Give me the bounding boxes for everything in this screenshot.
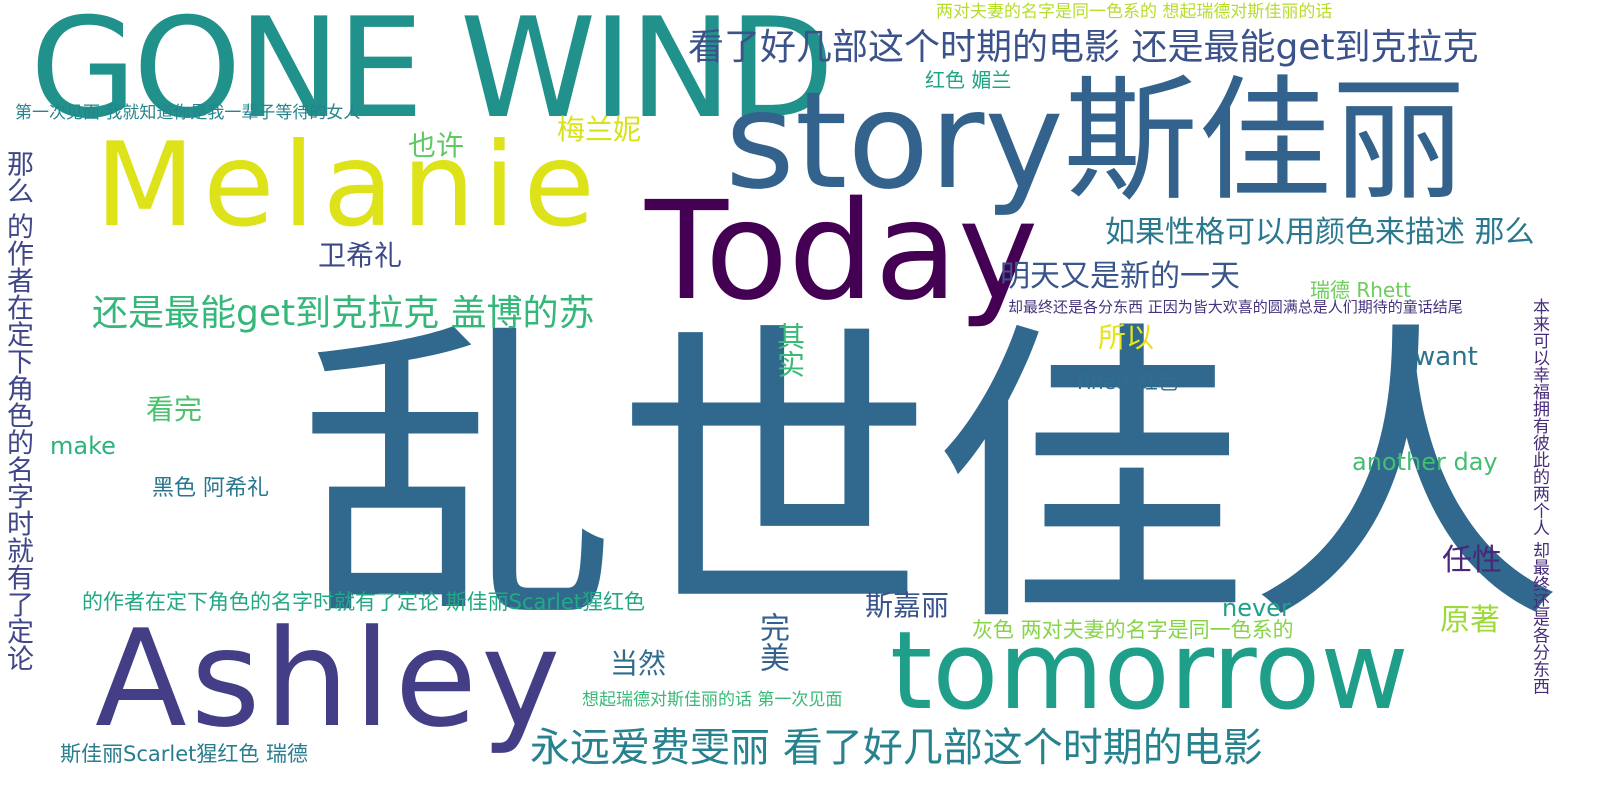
word-phrase-huise: 灰色 两对夫妻的名字是同一色系的 [972, 618, 1294, 642]
word-suoyi: 所以 [1098, 321, 1155, 354]
word-yexu: 也许 [408, 129, 465, 162]
word-qishi: 其实 [773, 322, 806, 378]
word-ashley: Ashley [95, 601, 565, 757]
word-mingtian: 明天又是新的一天 [1000, 259, 1240, 294]
word-never: never [1222, 594, 1291, 622]
word-weixili: 卫希礼 [318, 239, 403, 272]
word-sijiali-2: 斯嘉丽 [865, 589, 950, 622]
word-gone-wind: GONE WIND [30, 0, 834, 149]
word-tomorrow: tomorrow [890, 609, 1409, 734]
word-story-sijiali: story斯佳丽 [725, 63, 1466, 219]
word-dangran: 当然 [610, 647, 667, 680]
word-phrase-diyici: 第一次见面 我就知道你是我一辈子等待的女人 [15, 103, 361, 123]
word-phrase-xiangqi: 想起瑞德对斯佳丽的话 第一次见面 [582, 690, 843, 710]
word-meilanni: 梅兰妮 [557, 113, 642, 146]
word-phrase-ruguo: 如果性格可以用颜色来描述 那么 [1105, 215, 1535, 250]
word-phrase-name-vertical: 那么 的作者在定下角色的名字时就有了定论 [2, 150, 33, 672]
word-phrase-haishi: 还是最能get到克拉克 盖博的苏 [92, 293, 595, 334]
word-renxing: 任性 [1442, 543, 1502, 578]
word-today: Today [645, 173, 1039, 331]
word-melanie: Melanie [95, 118, 603, 253]
word-heise-axili: 黑色 阿希礼 [152, 476, 269, 501]
word-wanmei: 完美 [754, 612, 789, 672]
word-another-day: another day [1352, 448, 1498, 476]
word-hongse-meilan: 红色 媚兰 [925, 68, 1012, 92]
word-want: want [1414, 342, 1478, 372]
word-phrase-kanle-top: 看了好几部这个时期的电影 还是最能get到克拉克 [688, 27, 1479, 68]
word-phrase-quezuizhong: 却最终还是各分东西 正因为皆大欢喜的圆满总是人们期待的童话结尾 [1008, 298, 1463, 316]
word-phrase-dezuozhe: 的作者在定下角色的名字时就有了定论 斯佳丽Scarlet猩红色 [82, 590, 646, 614]
word-make: make [50, 432, 116, 460]
word-luanshijiaren: 乱世佳人 [300, 296, 1564, 664]
word-kanwan: 看完 [146, 393, 203, 426]
word-phrase-yongyuan: 永远爱费雯丽 看了好几部这个时期的电影 [530, 725, 1263, 771]
word-yuanzhu: 原著 [1440, 603, 1500, 638]
word-phrase-sijiali-scarlet: 斯佳丽Scarlet猩红色 瑞德 [60, 742, 309, 766]
word-ruide-rhett: 瑞德 Rhett [1310, 278, 1411, 302]
word-phrase-liangdui: 两对夫妻的名字是同一色系的 想起瑞德对斯佳丽的话 [936, 2, 1333, 22]
word-phrase-benlai-vertical: 本来可以幸福拥有彼此的两个人 却最终还是各分东西 [1529, 298, 1549, 695]
word-rhett-hongse: Rhett 红色 [1077, 370, 1178, 394]
